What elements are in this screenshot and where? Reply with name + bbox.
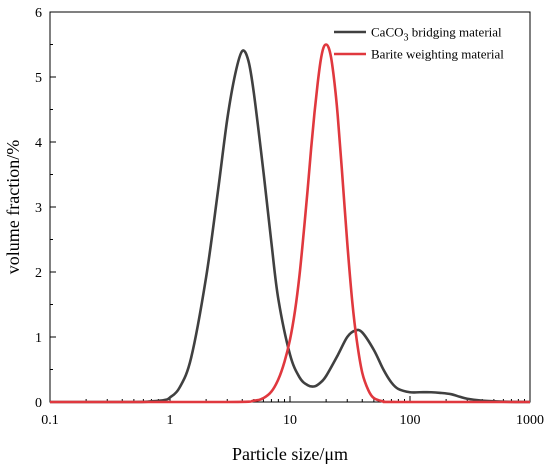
x-axis-title: Particle size/μm [232,444,348,464]
x-tick-label: 1 [167,413,174,428]
barite-series-line [50,43,530,404]
legend: CaCO3 bridging material Barite weighting … [334,25,504,62]
y-tick-label: 2 [35,266,42,281]
x-tick-label: 100 [400,413,421,428]
y-tick-label: 1 [35,331,42,346]
caco3-series-line [50,49,531,404]
y-tick-label: 3 [35,201,42,216]
y-tick-label: 6 [35,6,42,21]
y-tick-label: 0 [35,396,42,411]
series-lines [50,43,531,404]
x-tick-label: 1000 [516,413,544,428]
axis-ticks: 0.1 1 10 100 1000 0 1 2 3 4 5 6 [35,6,544,428]
y-tick-label: 5 [35,71,42,86]
x-tick-label: 10 [283,413,297,428]
y-tick-label: 4 [35,136,42,151]
legend-label-caco3: CaCO3 bridging material [371,25,502,44]
legend-label-barite: Barite weighting material [371,47,504,62]
y-axis-title: volume fraction/% [3,140,23,274]
x-tick-label: 0.1 [41,413,59,428]
